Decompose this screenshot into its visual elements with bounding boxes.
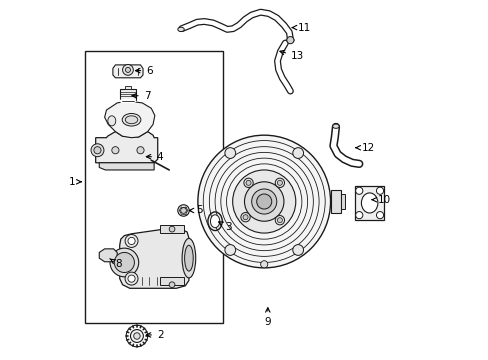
- Circle shape: [178, 205, 189, 216]
- Polygon shape: [96, 132, 158, 163]
- Circle shape: [260, 261, 267, 268]
- Ellipse shape: [122, 113, 141, 126]
- Circle shape: [292, 148, 303, 158]
- Circle shape: [286, 37, 293, 44]
- Bar: [330, 190, 340, 213]
- Circle shape: [243, 215, 247, 220]
- Polygon shape: [99, 249, 117, 262]
- Circle shape: [125, 234, 138, 247]
- Polygon shape: [120, 228, 188, 288]
- Text: 7: 7: [132, 91, 150, 101]
- Text: 5: 5: [189, 206, 203, 216]
- Circle shape: [91, 144, 104, 157]
- Text: 9: 9: [264, 308, 270, 327]
- Circle shape: [275, 216, 284, 225]
- Text: 4: 4: [146, 152, 163, 162]
- Text: 10: 10: [371, 195, 390, 205]
- Text: 8: 8: [110, 259, 122, 269]
- Circle shape: [376, 212, 383, 219]
- Text: 3: 3: [218, 222, 231, 232]
- Ellipse shape: [125, 116, 138, 124]
- Bar: [125, 86, 131, 89]
- Text: 2: 2: [146, 330, 163, 340]
- Circle shape: [137, 147, 144, 154]
- Ellipse shape: [256, 194, 271, 209]
- Ellipse shape: [108, 116, 116, 126]
- Polygon shape: [99, 163, 154, 170]
- Circle shape: [245, 180, 250, 185]
- Circle shape: [355, 212, 362, 219]
- Ellipse shape: [332, 124, 339, 129]
- Text: 1: 1: [68, 177, 81, 187]
- Circle shape: [224, 148, 235, 158]
- Ellipse shape: [210, 215, 219, 228]
- Ellipse shape: [178, 27, 184, 32]
- Ellipse shape: [361, 193, 377, 213]
- Circle shape: [169, 226, 175, 232]
- Text: 13: 13: [279, 50, 304, 61]
- Circle shape: [244, 178, 253, 188]
- Circle shape: [110, 248, 139, 277]
- Circle shape: [198, 135, 330, 268]
- Ellipse shape: [184, 245, 193, 271]
- Circle shape: [355, 187, 362, 194]
- Circle shape: [128, 237, 135, 244]
- Circle shape: [180, 208, 186, 213]
- Circle shape: [241, 212, 250, 222]
- Circle shape: [292, 244, 303, 255]
- Circle shape: [125, 272, 138, 285]
- Bar: [340, 194, 344, 210]
- Ellipse shape: [286, 38, 293, 42]
- Circle shape: [224, 244, 235, 255]
- Bar: [160, 225, 183, 233]
- Circle shape: [112, 147, 119, 154]
- Circle shape: [275, 178, 284, 188]
- Ellipse shape: [182, 238, 195, 278]
- Polygon shape: [104, 101, 155, 138]
- Circle shape: [122, 64, 133, 75]
- Bar: [85, 51, 223, 323]
- Text: 12: 12: [355, 143, 374, 153]
- Circle shape: [376, 187, 383, 194]
- Circle shape: [277, 218, 282, 223]
- Circle shape: [169, 282, 175, 288]
- Circle shape: [133, 333, 140, 339]
- Circle shape: [128, 275, 135, 282]
- Bar: [354, 186, 384, 220]
- Circle shape: [114, 252, 134, 273]
- Circle shape: [277, 180, 282, 185]
- Circle shape: [130, 329, 143, 342]
- Circle shape: [125, 67, 130, 72]
- Polygon shape: [113, 65, 142, 78]
- Circle shape: [232, 170, 295, 233]
- Bar: [160, 277, 183, 285]
- Ellipse shape: [207, 212, 222, 230]
- Text: 11: 11: [291, 23, 311, 33]
- Circle shape: [251, 189, 276, 214]
- Bar: [120, 89, 136, 100]
- Circle shape: [244, 182, 284, 221]
- Circle shape: [94, 147, 101, 154]
- Text: 6: 6: [135, 66, 152, 76]
